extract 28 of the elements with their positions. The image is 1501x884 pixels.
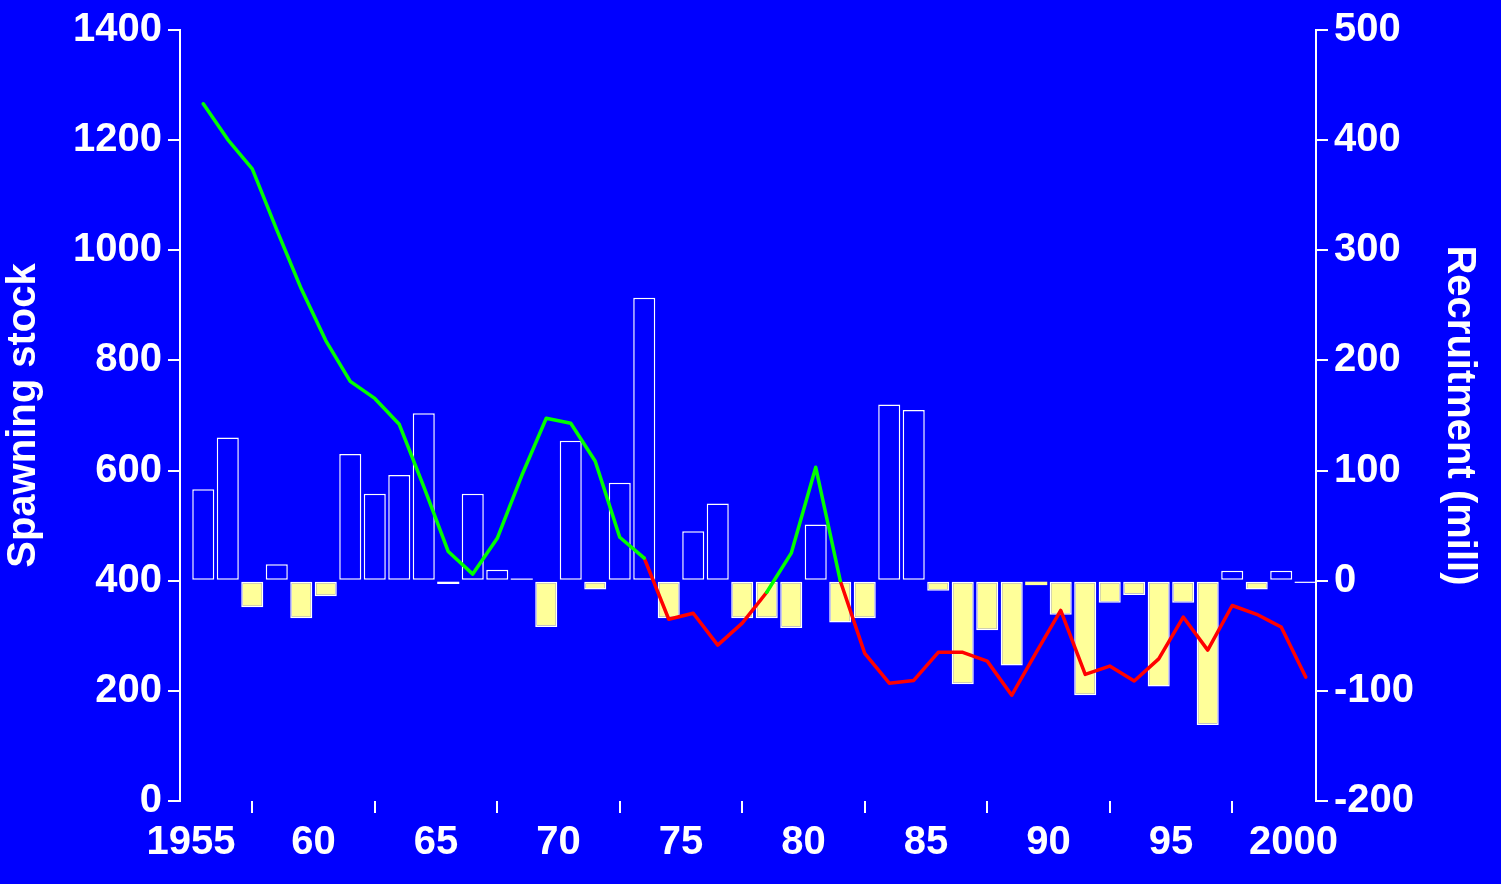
y-axis-title: Spawning stock — [0, 262, 44, 568]
x-tick-label: 65 — [413, 818, 459, 863]
x-tick-label: 2000 — [1248, 818, 1338, 863]
y-tick-label: 1400 — [73, 5, 162, 50]
y-tick-label: 600 — [95, 445, 162, 490]
x-tick-label: 85 — [903, 818, 949, 863]
y-tick-label: 1000 — [73, 225, 162, 270]
y2-tick-label: -200 — [1334, 776, 1415, 821]
y2-tick-label: 500 — [1334, 5, 1401, 50]
x-tick-label: 90 — [1026, 818, 1071, 863]
y2-tick-label: 300 — [1334, 225, 1401, 270]
y2-axis-title: Recruitment (mill) — [1439, 245, 1484, 586]
x-tick-label: 75 — [658, 818, 704, 863]
y2-tick-label: 100 — [1334, 445, 1401, 490]
y-tick-label: 200 — [95, 665, 162, 710]
y-tick-label: 400 — [95, 555, 162, 600]
y-tick-label: 1200 — [73, 115, 162, 160]
y2-tick-label: 0 — [1334, 555, 1357, 600]
x-tick-label: 1955 — [146, 818, 236, 863]
x-tick-label: 95 — [1148, 818, 1194, 863]
y-tick-label: 800 — [95, 335, 162, 380]
x-tick-label: 70 — [536, 818, 581, 863]
x-tick-label: 60 — [291, 818, 336, 863]
y-tick-label: 0 — [139, 776, 162, 821]
x-tick-label: 80 — [781, 818, 826, 863]
y2-tick-label: -100 — [1334, 665, 1415, 710]
y2-tick-label: 200 — [1334, 335, 1401, 380]
y2-tick-label: 400 — [1334, 115, 1401, 160]
